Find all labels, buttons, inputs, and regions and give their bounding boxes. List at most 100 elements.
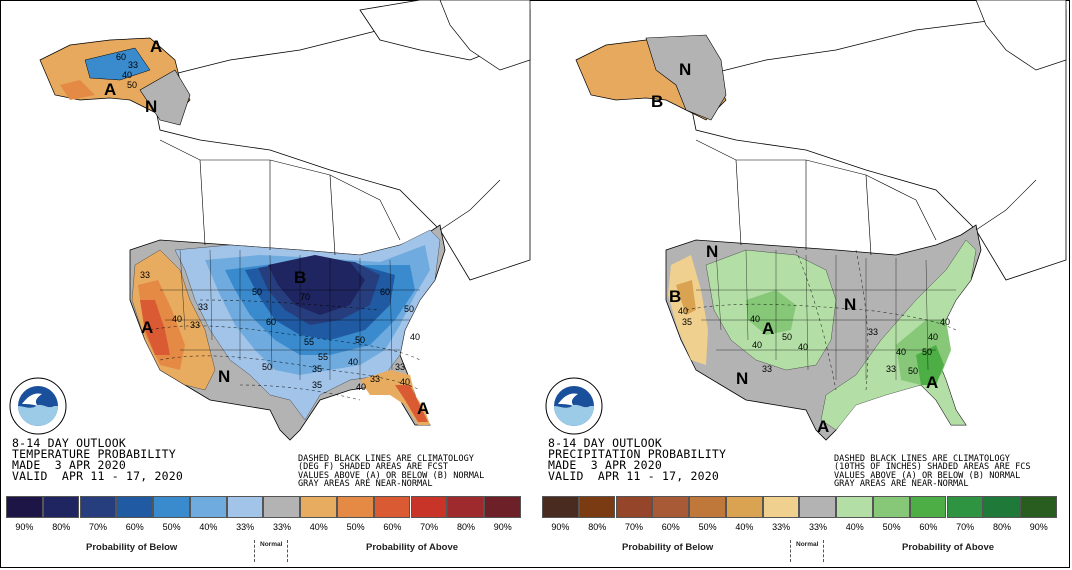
contour-label: 50 — [782, 332, 792, 342]
contour-label: 33 — [868, 327, 878, 337]
outlook-period: 8-14 DAY OUTLOOK — [12, 436, 126, 450]
precipitation-note: DASHED BLACK LINES ARE CLIMATOLOGY (10TH… — [834, 454, 1066, 490]
temperature-color-legend — [6, 496, 521, 518]
map-label-b-midwest: B — [294, 268, 306, 287]
contour-label: 40 — [678, 306, 688, 316]
map-label-b-alaska: B — [651, 92, 663, 111]
probability-below-label: Probability of Below — [86, 542, 178, 553]
map-label-a-florida: A — [417, 399, 429, 418]
map-label-a-texas: A — [817, 417, 829, 436]
map-label-n-southwest: N — [736, 369, 748, 388]
legend-separator — [790, 540, 791, 562]
map-label-b-westcoast: B — [669, 287, 681, 306]
legend-tick-label: 70% — [624, 522, 643, 532]
legend-tick-label: 80% — [588, 522, 607, 532]
precipitation-title-block: 8-14 DAY OUTLOOK PRECIPITATION PROBABILI… — [548, 436, 726, 483]
legend-swatch — [447, 496, 484, 518]
outlook-period: 8-14 DAY OUTLOOK — [548, 436, 662, 450]
contour-label: 35 — [682, 317, 692, 327]
legend-tick-label: 50% — [698, 522, 717, 532]
note-line: (DEG F) SHADED AREAS ARE FCST — [298, 462, 449, 473]
legend-swatch — [873, 496, 910, 518]
contour-label: 40 — [896, 347, 906, 357]
legend-swatch — [652, 496, 689, 518]
map-label-n-alaska: N — [679, 60, 691, 79]
normal-label: Normal — [796, 541, 819, 548]
precipitation-map: N N N N B B A A A 40 35 40 33 50 40 40 3… — [575, 0, 1067, 441]
legend-tick-label: 50% — [882, 522, 901, 532]
legend-tick-label: 60% — [125, 522, 144, 532]
legend-tick-label: 90% — [1029, 522, 1048, 532]
valid-dates: VALID APR 11 - 17, 2020 — [12, 469, 183, 483]
legend-tick-label: 40% — [845, 522, 864, 532]
legend-swatch — [762, 496, 800, 518]
map-label-n-midwest: N — [844, 295, 856, 314]
legend-swatch — [909, 496, 947, 518]
contour-label: 33 — [140, 270, 150, 280]
contour-label: 33 — [762, 364, 772, 374]
legend-swatch — [153, 496, 190, 518]
legend-separator — [823, 540, 824, 562]
probability-above-label: Probability of Above — [902, 542, 995, 553]
legend-swatch — [116, 496, 153, 518]
note-line: DASHED BLACK LINES ARE CLIMATOLOGY — [298, 454, 474, 464]
precipitation-color-legend — [542, 496, 1057, 518]
contour-label: 40 — [356, 382, 366, 392]
legend-tick-label: 50% — [346, 522, 365, 532]
legend-swatch — [263, 496, 301, 518]
contour-label: 33 — [370, 374, 380, 384]
probability-above-label: Probability of Above — [366, 542, 459, 553]
contour-label: 50 — [404, 304, 414, 314]
legend-separator — [287, 540, 288, 562]
noaa-logo — [9, 377, 67, 435]
legend-swatch — [373, 496, 411, 518]
contour-label: 50 — [127, 80, 137, 90]
legend-tick-label: 50% — [162, 522, 181, 532]
map-label-n-alaska: N — [145, 97, 157, 116]
legend-swatch — [42, 496, 80, 518]
contour-label: 60 — [380, 287, 390, 297]
made-date: MADE 3 APR 2020 — [12, 458, 126, 472]
map-label-a-california: A — [141, 318, 153, 337]
contour-label: 40 — [400, 377, 410, 387]
legend-tick-label: 90% — [493, 522, 512, 532]
contour-label: 50 — [355, 335, 365, 345]
legend-tick-label: 40% — [735, 522, 754, 532]
valid-dates: VALID APR 11 - 17, 2020 — [548, 469, 719, 483]
legend-swatch — [836, 496, 873, 518]
map-label-n-northwest: N — [706, 242, 718, 261]
legend-tick-label: 40% — [199, 522, 218, 532]
note-line: VALUES ABOVE (A) OR BELOW (B) NORMAL — [834, 470, 1021, 481]
legend-tick-label: 40% — [309, 522, 328, 532]
normal-label: Normal — [260, 541, 283, 548]
contour-label: 40 — [940, 317, 950, 327]
legend-tick-label: 80% — [456, 522, 475, 532]
legend-tick-label: 70% — [88, 522, 107, 532]
temperature-title-block: 8-14 DAY OUTLOOK TEMPERATURE PROBABILITY… — [12, 436, 183, 483]
legend-tick-label: 90% — [15, 522, 34, 532]
map-label-a-alaska-2: A — [104, 80, 116, 99]
legend-swatch — [725, 496, 763, 518]
legend-swatch — [1020, 496, 1057, 518]
temperature-legend-ticks: 90% 80% 70% 60% 50% 40% 33% 33% 40% 50% 60% 70% 80% 9… — [6, 522, 521, 532]
legend-tick-label: 90% — [551, 522, 570, 532]
outlook-type: TEMPERATURE PROBABILITY — [12, 447, 176, 461]
precipitation-outlook-panel: N N N N B B A A A 40 35 40 33 50 40 40 3… — [536, 0, 1072, 570]
map-label-a-plains: A — [762, 319, 774, 338]
legend-tick-label: 33% — [772, 522, 791, 532]
contour-label: 55 — [318, 352, 328, 362]
note-line: VALUES ABOVE (A) OR BELOW (B) NORMAL — [298, 470, 485, 481]
legend-tick-label: 60% — [383, 522, 402, 532]
contour-label: 40 — [172, 314, 182, 324]
map-label-a-alaska: A — [150, 37, 162, 56]
note-line: GRAY AREAS ARE NEAR-NORMAL — [834, 479, 969, 490]
contour-label: 40 — [798, 342, 808, 352]
legend-tick-label: 33% — [808, 522, 827, 532]
contour-label: 55 — [304, 337, 314, 347]
note-line: GRAY AREAS ARE NEAR-NORMAL — [298, 479, 433, 490]
legend-tick-label: 80% — [992, 522, 1011, 532]
legend-swatch — [484, 496, 521, 518]
contour-label: 33 — [190, 320, 200, 330]
map-label-a-southeast: A — [926, 373, 938, 392]
